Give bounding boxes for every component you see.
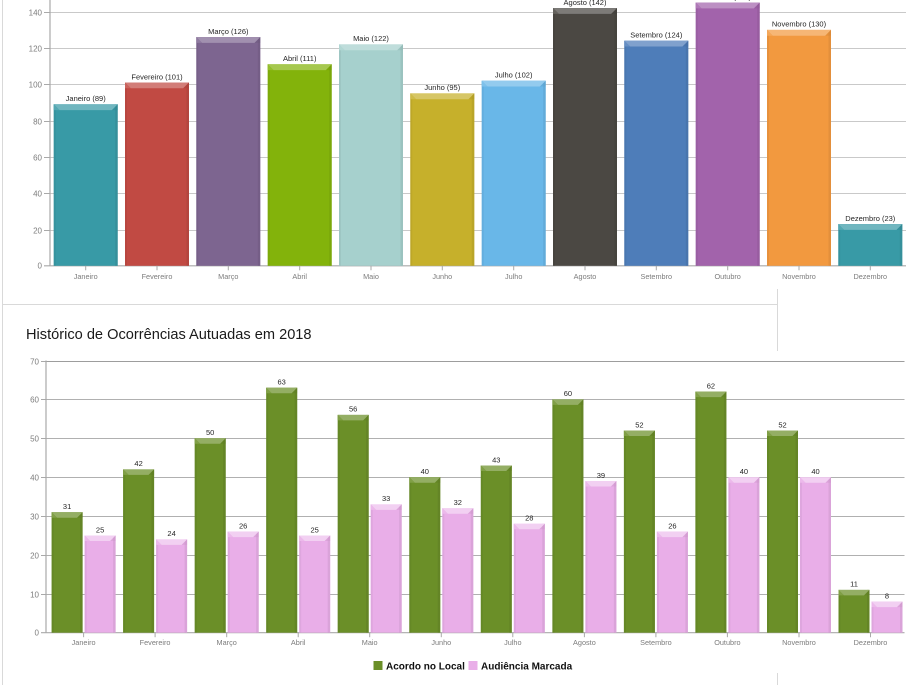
svg-text:Fevereiro: Fevereiro — [140, 638, 171, 647]
svg-text:10: 10 — [30, 590, 39, 599]
svg-text:Setembro (124): Setembro (124) — [630, 31, 683, 40]
svg-text:60: 60 — [30, 395, 39, 404]
svg-text:70: 70 — [30, 357, 39, 366]
svg-text:Janeiro: Janeiro — [74, 272, 98, 281]
svg-text:63: 63 — [278, 378, 286, 387]
svg-text:Setembro: Setembro — [640, 638, 672, 647]
svg-text:40: 40 — [740, 467, 748, 476]
svg-text:100: 100 — [29, 80, 43, 89]
svg-text:Outubro (145): Outubro (145) — [704, 0, 751, 1]
svg-text:20: 20 — [30, 551, 39, 560]
svg-text:Maio (122): Maio (122) — [353, 34, 389, 43]
svg-text:Junho (95): Junho (95) — [424, 83, 460, 92]
svg-text:26: 26 — [239, 521, 247, 530]
svg-text:33: 33 — [382, 494, 390, 503]
svg-text:Maio: Maio — [363, 272, 379, 281]
svg-text:24: 24 — [167, 529, 175, 538]
svg-text:Novembro: Novembro — [782, 272, 816, 281]
svg-text:50: 50 — [30, 434, 39, 443]
svg-text:Abril: Abril — [291, 638, 306, 647]
svg-text:Janeiro (89): Janeiro (89) — [66, 94, 107, 103]
svg-text:60: 60 — [564, 389, 572, 398]
svg-text:40: 40 — [421, 467, 429, 476]
svg-text:43: 43 — [492, 455, 500, 464]
svg-text:Setembro: Setembro — [640, 272, 672, 281]
svg-text:Dezembro: Dezembro — [853, 272, 887, 281]
svg-text:31: 31 — [63, 502, 71, 511]
svg-text:52: 52 — [778, 420, 786, 429]
svg-text:Novembro (130): Novembro (130) — [772, 20, 827, 29]
svg-text:60: 60 — [33, 153, 42, 162]
svg-text:Abril (111): Abril (111) — [283, 54, 317, 63]
svg-text:25: 25 — [96, 525, 104, 534]
svg-text:Outubro: Outubro — [715, 272, 741, 281]
svg-text:0: 0 — [35, 629, 40, 638]
svg-text:Abril: Abril — [292, 272, 307, 281]
svg-text:Março: Março — [218, 272, 238, 281]
svg-text:Acordo no Local: Acordo no Local — [386, 662, 465, 673]
svg-text:Agosto: Agosto — [574, 272, 597, 281]
svg-text:Outubro: Outubro — [714, 638, 740, 647]
svg-text:Junho: Junho — [431, 638, 451, 647]
svg-text:25: 25 — [311, 525, 319, 534]
svg-text:Março (126): Março (126) — [208, 27, 249, 36]
svg-text:32: 32 — [454, 498, 462, 507]
svg-text:Janeiro: Janeiro — [72, 638, 96, 647]
svg-text:40: 40 — [30, 473, 39, 482]
svg-text:Julho: Julho — [505, 272, 522, 281]
svg-text:Julho (102): Julho (102) — [495, 71, 533, 80]
svg-text:39: 39 — [597, 471, 605, 480]
svg-text:Junho: Junho — [432, 272, 452, 281]
svg-text:8: 8 — [885, 591, 889, 600]
svg-text:Dezembro: Dezembro — [854, 638, 888, 647]
svg-text:30: 30 — [30, 512, 39, 521]
svg-text:Fevereiro: Fevereiro — [142, 272, 173, 281]
svg-text:Julho: Julho — [504, 638, 521, 647]
svg-text:62: 62 — [707, 381, 715, 390]
svg-text:0: 0 — [38, 262, 43, 271]
svg-text:56: 56 — [349, 405, 357, 414]
svg-text:Agosto (142): Agosto (142) — [564, 0, 607, 7]
svg-text:80: 80 — [33, 117, 42, 126]
svg-text:40: 40 — [33, 189, 42, 198]
svg-text:Agosto: Agosto — [573, 638, 596, 647]
svg-text:20: 20 — [33, 226, 42, 235]
svg-text:Maio: Maio — [362, 638, 378, 647]
svg-text:40: 40 — [811, 467, 819, 476]
svg-text:52: 52 — [635, 420, 643, 429]
svg-text:28: 28 — [525, 514, 533, 523]
svg-text:50: 50 — [206, 428, 214, 437]
svg-text:120: 120 — [29, 44, 43, 53]
svg-text:Audiência Marcada: Audiência Marcada — [481, 662, 573, 673]
svg-text:26: 26 — [668, 521, 676, 530]
svg-text:11: 11 — [850, 580, 858, 589]
svg-text:42: 42 — [134, 459, 142, 468]
svg-text:Dezembro (23): Dezembro (23) — [845, 214, 896, 223]
svg-text:Fevereiro (101): Fevereiro (101) — [131, 72, 183, 81]
svg-text:Março: Março — [217, 638, 237, 647]
svg-text:Novembro: Novembro — [782, 638, 816, 647]
svg-text:140: 140 — [29, 8, 43, 17]
